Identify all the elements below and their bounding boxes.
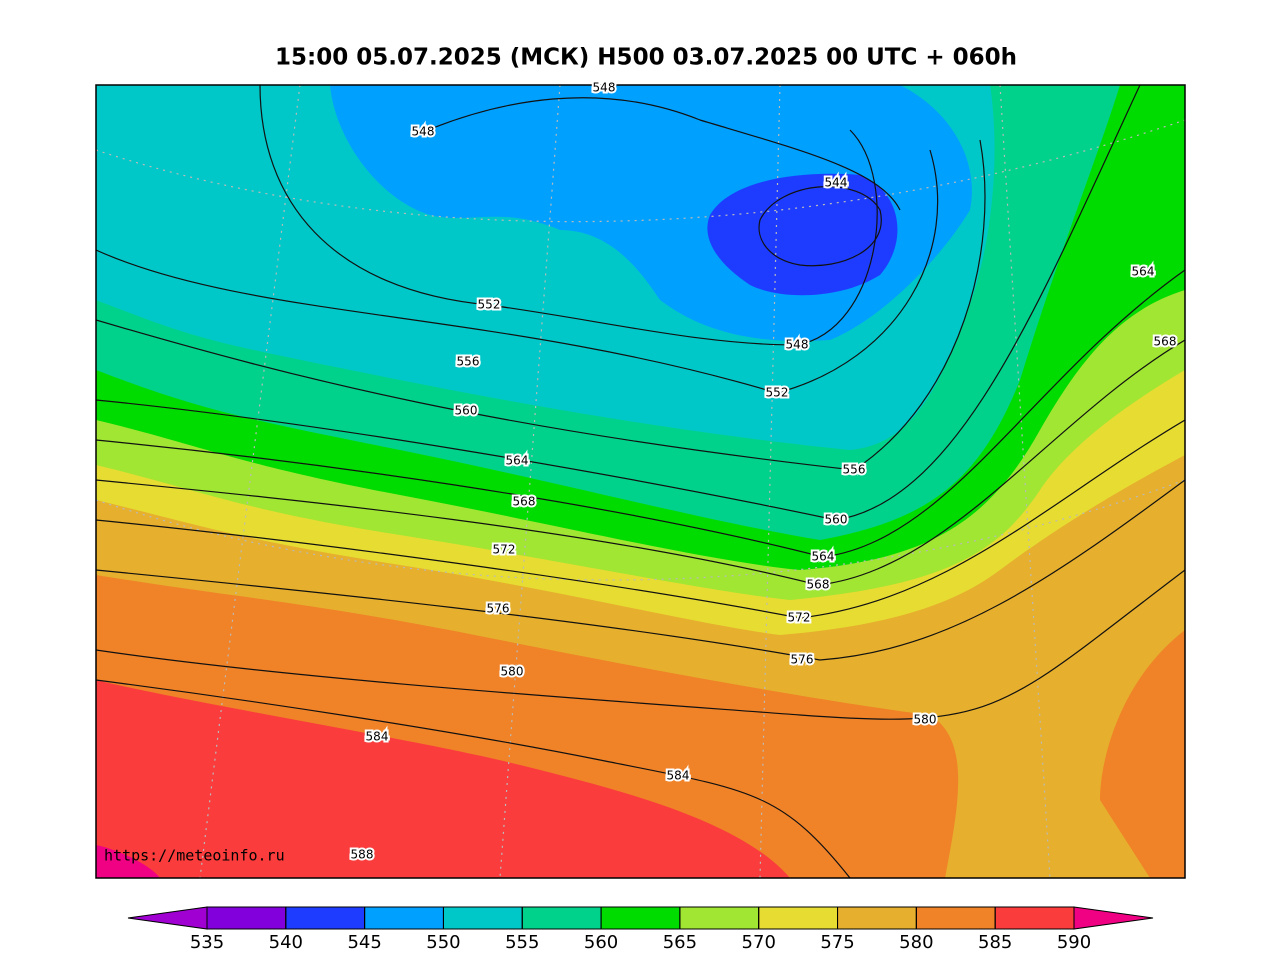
contour-line [96, 269, 1185, 558]
colorbar-segment [521, 906, 602, 930]
contour-label: 544 [825, 176, 848, 190]
contour-label: 568 [807, 578, 830, 592]
map [96, 85, 1185, 878]
meridian [96, 85, 1185, 878]
contour-label: 576 [487, 602, 510, 616]
colorbar-segment [206, 906, 287, 930]
colorbar-segment [679, 906, 760, 930]
map-frame [95, 84, 1186, 879]
colorbar-label: 565 [663, 932, 697, 953]
colorbar-label: 580 [899, 932, 933, 953]
contour-label: 564 [506, 454, 529, 468]
contour-label: 568 [1154, 335, 1177, 349]
contour-line [259, 85, 878, 346]
title: 15:00 05.07.2025 (МСК) H500 03.07.2025 0… [275, 45, 1017, 71]
colorbar-segment [600, 906, 681, 930]
contour-line [96, 479, 1185, 661]
contour-label: 556 [457, 355, 480, 369]
contour-line [96, 85, 1141, 521]
colorbar-segment [994, 906, 1075, 930]
contour-label: 572 [493, 543, 516, 557]
colorbar-label: 535 [190, 932, 224, 953]
contour-label: 568 [513, 495, 536, 509]
contour-label: 548 [593, 81, 616, 95]
contour-label: 564 [1132, 265, 1155, 279]
contour-line [96, 139, 986, 471]
colorbar-segment [285, 906, 366, 930]
colorbar-segment [915, 906, 996, 930]
colorbar-label: 570 [742, 932, 776, 953]
contour-label: 580 [914, 713, 937, 727]
contour-label: 588 [351, 848, 374, 862]
contour-label: 556 [843, 463, 866, 477]
contour-line [96, 569, 1185, 720]
colorbar-extend [1073, 906, 1154, 930]
contour-label: 560 [455, 404, 478, 418]
colorbar-label: 560 [584, 932, 618, 953]
contour-label: 548 [412, 125, 435, 139]
contour-label: 564 [812, 550, 835, 564]
contour-labels: 548 548 544 564 568 552 556 548 552 560 … [349, 79, 1179, 864]
fill-region [96, 845, 160, 878]
colorbar-label: 575 [820, 932, 854, 953]
colorbar-label: 585 [978, 932, 1012, 953]
contour-line [96, 149, 939, 394]
contour-line [758, 186, 882, 267]
watermark: https://meteoinfo.ru [104, 847, 285, 865]
fill-region [707, 173, 898, 296]
colorbar-segment [364, 906, 444, 930]
contour-line [96, 339, 1185, 586]
contour-label: 552 [478, 298, 501, 312]
colorbar-segment [837, 906, 917, 930]
contour-line [96, 679, 851, 878]
colorbar: 535 540 545 550 555 560 565 570 575 580 585 590 [127, 906, 1154, 953]
colorbar-segment [758, 906, 839, 930]
colorbar-label: 555 [505, 932, 539, 953]
colorbar-label: 545 [347, 932, 381, 953]
contour-line [96, 419, 1185, 619]
colorbar-extend [127, 906, 208, 930]
contour-label: 584 [667, 769, 690, 783]
contour-label: 584 [366, 730, 389, 744]
contour-label: 548 [786, 338, 809, 352]
contour-line [422, 97, 901, 211]
contour-label: 560 [825, 513, 848, 527]
contour-label: 552 [766, 386, 789, 400]
contour-label: 580 [501, 665, 524, 679]
colorbar-label: 590 [1057, 932, 1091, 953]
colorbar-segment [442, 906, 523, 930]
contour-label: 576 [791, 653, 814, 667]
contour-label: 572 [788, 611, 811, 625]
colorbar-label: 540 [269, 932, 303, 953]
colorbar-label: 550 [426, 932, 460, 953]
